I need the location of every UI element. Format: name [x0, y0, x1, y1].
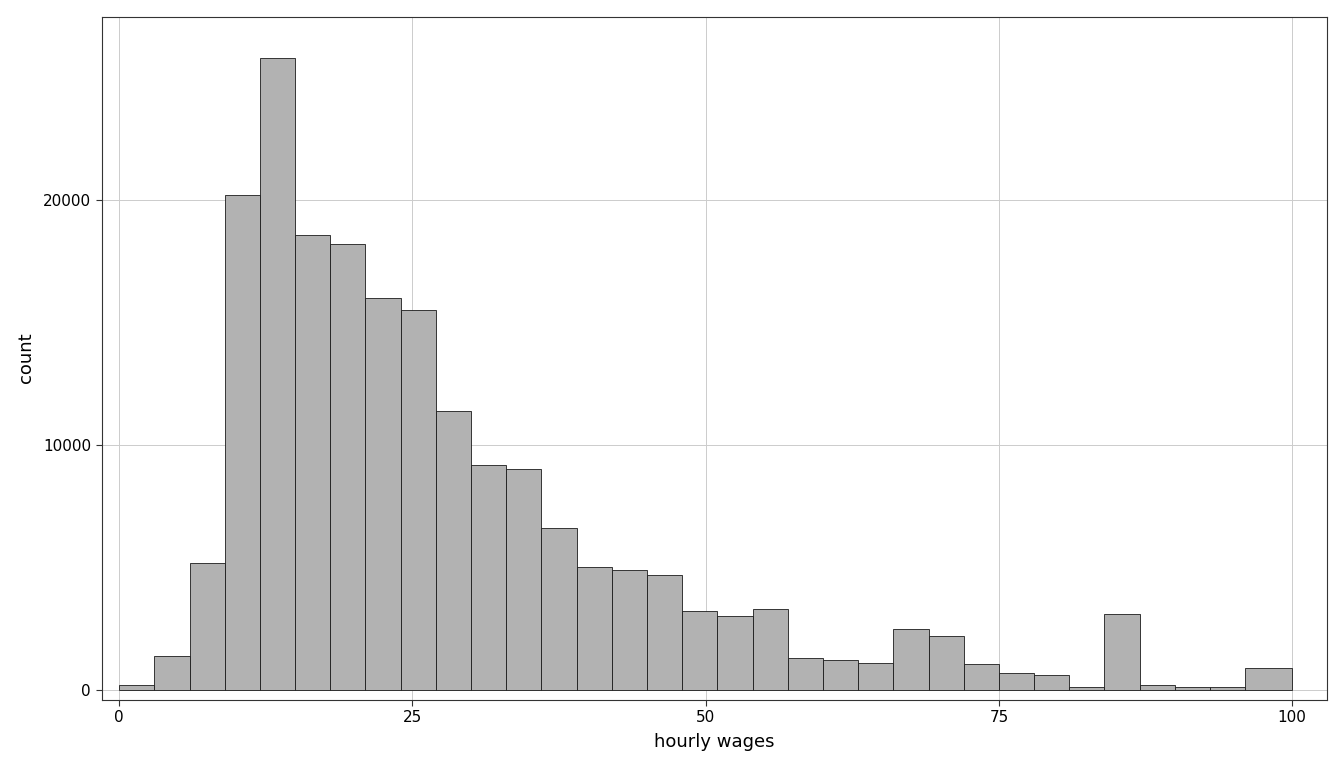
Y-axis label: count: count: [16, 333, 35, 383]
Bar: [1105, 614, 1140, 690]
Bar: [366, 298, 401, 690]
Bar: [542, 528, 577, 690]
Bar: [120, 685, 155, 690]
Bar: [646, 574, 683, 690]
Bar: [1034, 675, 1070, 690]
Bar: [683, 611, 718, 690]
Bar: [753, 609, 788, 690]
Bar: [470, 465, 507, 690]
Bar: [1070, 687, 1105, 690]
Bar: [999, 673, 1034, 690]
X-axis label: hourly wages: hourly wages: [655, 733, 774, 751]
Bar: [823, 660, 857, 690]
Bar: [894, 628, 929, 690]
Bar: [788, 658, 823, 690]
Bar: [577, 568, 612, 690]
Bar: [612, 570, 646, 690]
Bar: [1175, 687, 1210, 690]
Bar: [929, 636, 964, 690]
Bar: [718, 617, 753, 690]
Bar: [155, 656, 190, 690]
Bar: [401, 310, 435, 690]
Bar: [1246, 667, 1292, 690]
Bar: [1210, 687, 1246, 690]
Bar: [857, 663, 894, 690]
Bar: [296, 234, 331, 690]
Bar: [1140, 685, 1175, 690]
Bar: [190, 562, 224, 690]
Bar: [259, 58, 296, 690]
Bar: [507, 469, 542, 690]
Bar: [964, 664, 999, 690]
Bar: [331, 244, 366, 690]
Bar: [435, 411, 470, 690]
Bar: [224, 195, 259, 690]
